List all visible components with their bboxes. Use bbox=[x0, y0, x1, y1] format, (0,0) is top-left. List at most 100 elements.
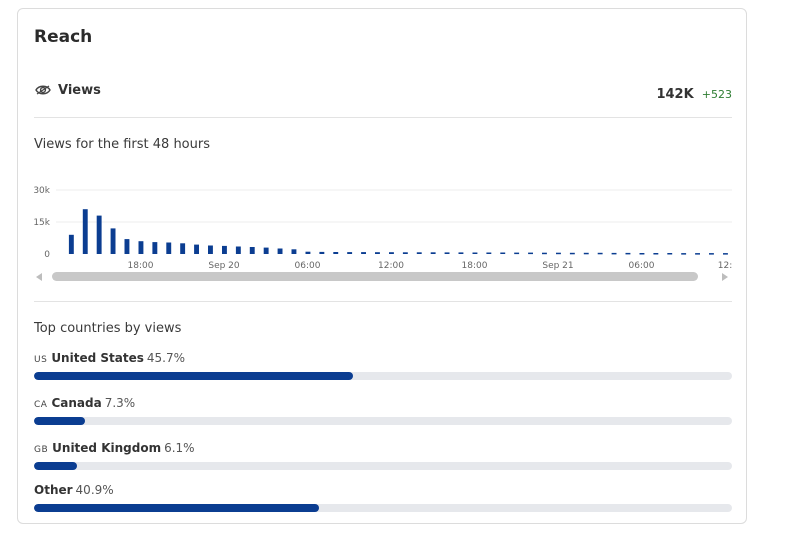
chart-bar[interactable] bbox=[152, 242, 158, 254]
chart-bar[interactable] bbox=[249, 247, 255, 254]
country-code: GB bbox=[34, 445, 49, 455]
chart-bar[interactable] bbox=[389, 252, 394, 254]
chart-bar[interactable] bbox=[347, 252, 353, 254]
chart-bar[interactable] bbox=[430, 252, 436, 254]
x-tick-label: Sep 20 bbox=[208, 261, 240, 271]
x-tick-label: 12: bbox=[718, 261, 732, 271]
chart-bar[interactable] bbox=[625, 252, 631, 255]
country-row-other: Other 40.9% bbox=[34, 483, 732, 517]
chart-bar[interactable] bbox=[361, 252, 366, 254]
countries-section-label: Top countries by views bbox=[34, 321, 182, 336]
chart-bar[interactable] bbox=[472, 252, 478, 255]
x-tick-label: 06:00 bbox=[295, 261, 321, 271]
country-row-gb: GB United Kingdom 6.1% bbox=[34, 441, 732, 475]
chart-bar[interactable] bbox=[333, 252, 339, 254]
country-percent: 7.3% bbox=[104, 396, 136, 410]
chart-bar[interactable] bbox=[639, 253, 645, 255]
views-chart: 0 15k 30k 18:00 Sep 20 06:00 12:00 18:00 Sep 21 0… bbox=[18, 181, 748, 291]
country-code: US bbox=[34, 355, 48, 365]
country-bar-fill bbox=[34, 462, 77, 470]
chart-bar[interactable] bbox=[291, 249, 297, 254]
x-tick-label: 12:00 bbox=[378, 261, 404, 271]
chart-bar[interactable] bbox=[305, 251, 311, 254]
country-bar-track bbox=[34, 417, 732, 425]
views-label: Views bbox=[58, 83, 101, 98]
chart-bar[interactable] bbox=[597, 252, 603, 255]
chart-bar[interactable] bbox=[110, 228, 116, 254]
x-tick-label: 18:00 bbox=[462, 261, 488, 271]
scroll-thumb[interactable] bbox=[52, 272, 698, 281]
chart-bar[interactable] bbox=[124, 239, 130, 254]
chart-bar[interactable] bbox=[500, 252, 506, 255]
country-bar-fill bbox=[34, 504, 320, 512]
views-chart-svg: 0 15k 30k 18:00 Sep 20 06:00 12:00 18:00 Sep 21 0… bbox=[33, 186, 732, 271]
country-bar-track bbox=[34, 462, 732, 470]
chart-bar[interactable] bbox=[416, 252, 422, 254]
chart-bar[interactable] bbox=[569, 252, 575, 255]
chart-bar[interactable] bbox=[556, 252, 561, 255]
chart-bar[interactable] bbox=[375, 252, 380, 254]
chart-bar[interactable] bbox=[319, 251, 325, 254]
country-name: Canada bbox=[51, 396, 102, 410]
chart-bar[interactable] bbox=[222, 245, 227, 254]
reach-card: Reach Views 142K +523 Views for the firs… bbox=[17, 8, 747, 524]
x-tick-label: 06:00 bbox=[629, 261, 655, 271]
country-name: United States bbox=[51, 351, 144, 365]
chart-bar[interactable] bbox=[486, 252, 492, 255]
country-bar-fill bbox=[34, 417, 85, 425]
country-bar-track bbox=[34, 372, 732, 380]
chart-bar[interactable] bbox=[444, 252, 450, 254]
divider bbox=[34, 117, 732, 118]
chart-bar[interactable] bbox=[458, 252, 464, 254]
country-row-ca: CA Canada 7.3% bbox=[34, 396, 732, 430]
scroll-left-icon[interactable] bbox=[36, 273, 42, 281]
card-title: Reach bbox=[34, 27, 93, 47]
eye-icon bbox=[34, 83, 52, 99]
chart-bar[interactable] bbox=[709, 253, 714, 255]
chart-bar[interactable] bbox=[583, 252, 589, 255]
country-name: Other bbox=[34, 483, 73, 497]
country-code: CA bbox=[34, 400, 48, 410]
chart-bar[interactable] bbox=[514, 252, 520, 255]
chart-bar[interactable] bbox=[723, 253, 728, 255]
chart-bar[interactable] bbox=[235, 246, 241, 255]
divider bbox=[34, 301, 732, 302]
chart-bar[interactable] bbox=[166, 242, 172, 255]
country-bar-track bbox=[34, 504, 732, 512]
y-tick-label: 15k bbox=[33, 218, 50, 228]
views-delta: +523 bbox=[701, 88, 732, 101]
country-percent: 40.9% bbox=[75, 483, 114, 497]
chart-bar[interactable] bbox=[194, 244, 199, 254]
chart-bar[interactable] bbox=[695, 253, 700, 255]
x-tick-label: Sep 21 bbox=[542, 261, 573, 271]
chart-bar[interactable] bbox=[611, 252, 617, 255]
chart-bar[interactable] bbox=[653, 253, 659, 255]
chart-bar[interactable] bbox=[528, 252, 533, 255]
chart-bar[interactable] bbox=[208, 245, 213, 255]
country-name: United Kingdom bbox=[52, 441, 162, 455]
chart-scrollbar[interactable] bbox=[36, 271, 732, 283]
chart-bar[interactable] bbox=[681, 253, 687, 255]
chart-bar[interactable] bbox=[542, 252, 547, 255]
y-tick-label: 30k bbox=[33, 186, 50, 196]
country-row-us: US United States 45.7% bbox=[34, 351, 732, 385]
country-bar-fill bbox=[34, 372, 353, 380]
chart-section-label: Views for the first 48 hours bbox=[34, 137, 210, 152]
chart-bar[interactable] bbox=[263, 247, 269, 254]
chart-bar[interactable] bbox=[667, 253, 673, 255]
views-row: Views 142K +523 bbox=[34, 81, 732, 103]
chart-bar[interactable] bbox=[96, 215, 102, 254]
scroll-right-icon[interactable] bbox=[722, 273, 728, 281]
views-total: 142K bbox=[656, 87, 694, 102]
views-summary: 142K +523 bbox=[656, 83, 732, 102]
chart-bar[interactable] bbox=[82, 209, 88, 254]
chart-bar[interactable] bbox=[277, 248, 283, 255]
x-tick-label: 18:00 bbox=[128, 261, 154, 271]
country-percent: 45.7% bbox=[146, 351, 185, 365]
y-tick-label: 0 bbox=[44, 250, 50, 260]
chart-bar[interactable] bbox=[402, 252, 408, 254]
chart-bar[interactable] bbox=[180, 243, 186, 254]
chart-bar[interactable] bbox=[68, 234, 74, 254]
country-percent: 6.1% bbox=[164, 441, 195, 455]
chart-bar[interactable] bbox=[138, 241, 144, 254]
